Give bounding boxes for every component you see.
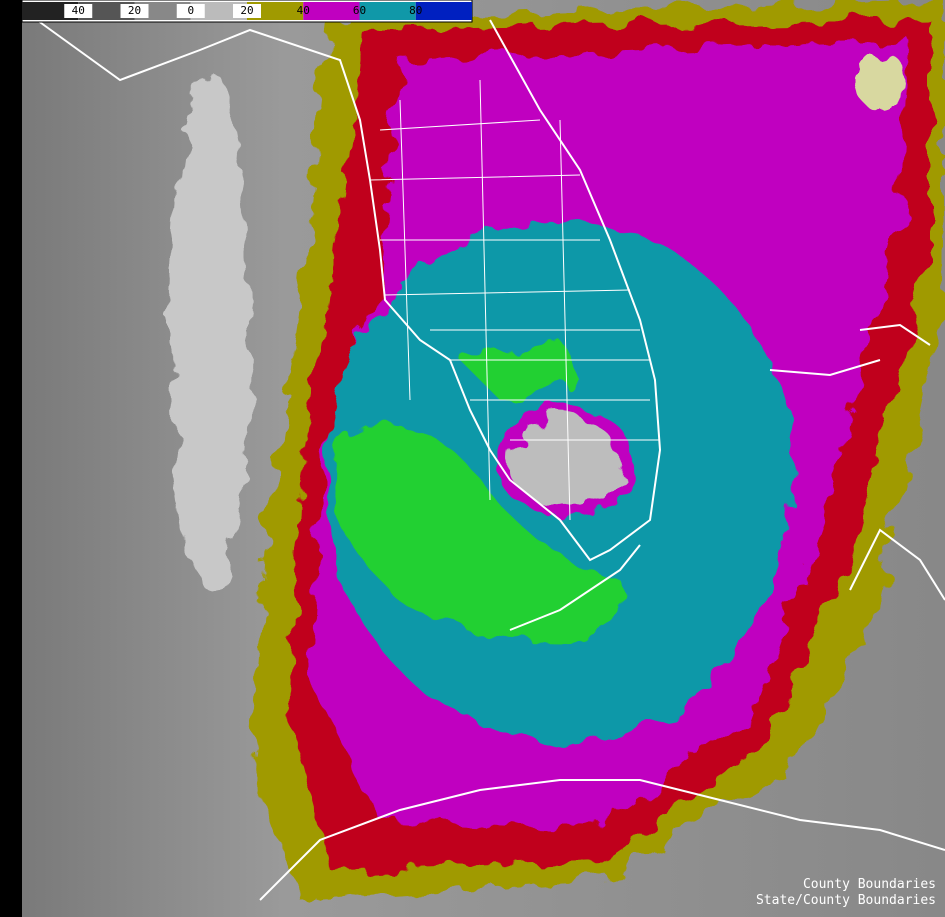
scale-swatch: [78, 2, 135, 20]
scale-swatch: [190, 2, 247, 20]
county-lines: [399, 79, 571, 521]
bahamas: [769, 323, 945, 601]
band-green: [335, 426, 624, 640]
boundaries: [29, 14, 945, 901]
caption: County Boundaries: [803, 877, 936, 892]
florida-coast: [29, 14, 662, 562]
cloud: [855, 50, 905, 110]
band-green-2: [460, 340, 580, 400]
scale-swatch: [303, 2, 360, 20]
scale-swatch: [359, 2, 416, 20]
county-lines: [369, 119, 660, 441]
label-bg: [64, 4, 93, 18]
scale-swatch: [247, 2, 304, 20]
scale-label: 20: [240, 4, 253, 17]
cuba-coast: [259, 779, 945, 901]
scale-label: 80: [409, 4, 422, 17]
scale-label: 0: [187, 4, 194, 17]
scale-label: 40: [72, 4, 85, 17]
edge: [0, 0, 22, 917]
cloud-bands: [170, 0, 945, 900]
scale-label: 20: [128, 4, 141, 17]
scale-swatch: [22, 2, 79, 20]
scale-label: 60: [353, 4, 366, 17]
label-bg: [120, 4, 149, 18]
label-bg: [176, 4, 205, 18]
scale-label: 40: [297, 4, 310, 17]
scale-swatch: [415, 2, 472, 20]
label-bg: [233, 4, 261, 18]
color-scale: 40 20 0 20 40 60 80: [21, 0, 473, 23]
cloud: [170, 70, 250, 590]
caption: State/County Boundaries: [756, 893, 936, 908]
keys: [509, 544, 641, 631]
scale-swatch: [134, 2, 191, 20]
